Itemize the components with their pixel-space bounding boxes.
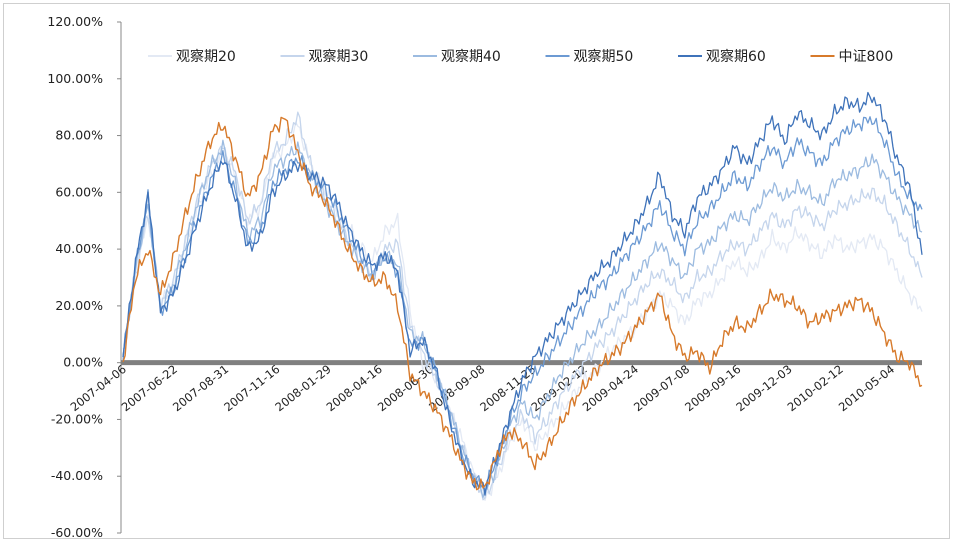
series-line-6: [122, 116, 923, 491]
series-line-2: [122, 111, 923, 501]
y-tick-label: -60.00%: [51, 525, 103, 540]
y-tick-label: 0.00%: [63, 355, 103, 370]
legend-label: 观察期30: [309, 48, 369, 65]
series-line-3: [122, 139, 923, 499]
legend-label: 观察期20: [176, 48, 236, 65]
y-tick-label: 80.00%: [55, 128, 103, 143]
x-tick-label: 2010-05-04: [836, 362, 897, 414]
legend-label: 观察期40: [441, 48, 501, 65]
x-tick-label: 2009-04-24: [580, 362, 641, 414]
legend-label: 观察期50: [574, 48, 634, 65]
legend-label: 中证800: [839, 49, 894, 65]
legend-label: 观察期60: [706, 48, 766, 65]
y-tick-label: -20.00%: [51, 411, 103, 426]
y-tick-label: 40.00%: [55, 241, 103, 256]
x-tick-label: 2007-06-22: [119, 362, 180, 414]
x-tick-label: 2008-01-29: [272, 362, 333, 414]
x-tick-label: 2009-09-16: [682, 362, 743, 414]
x-tick-label: 2007-11-16: [221, 362, 282, 414]
x-tick-label: 2007-08-31: [170, 362, 231, 414]
series-line-4: [122, 116, 923, 492]
x-tick-label: 2009-12-03: [733, 362, 794, 414]
x-tick-label: 2008-04-16: [324, 362, 385, 414]
x-tick-label: 2008-06-30: [375, 362, 436, 414]
y-tick-label: 120.00%: [47, 14, 103, 29]
chart-frame: [3, 3, 950, 539]
y-tick-label: 100.00%: [47, 71, 103, 86]
y-tick-label: 20.00%: [55, 298, 103, 313]
x-tick-label: 2009-07-08: [631, 362, 692, 414]
y-tick-label: -40.00%: [51, 468, 103, 483]
y-tick-label: 60.00%: [55, 184, 103, 199]
x-tick-label: 2007-04-06: [68, 362, 129, 414]
series-line-5: [122, 91, 923, 496]
x-tick-label: 2010-02-12: [785, 362, 846, 414]
